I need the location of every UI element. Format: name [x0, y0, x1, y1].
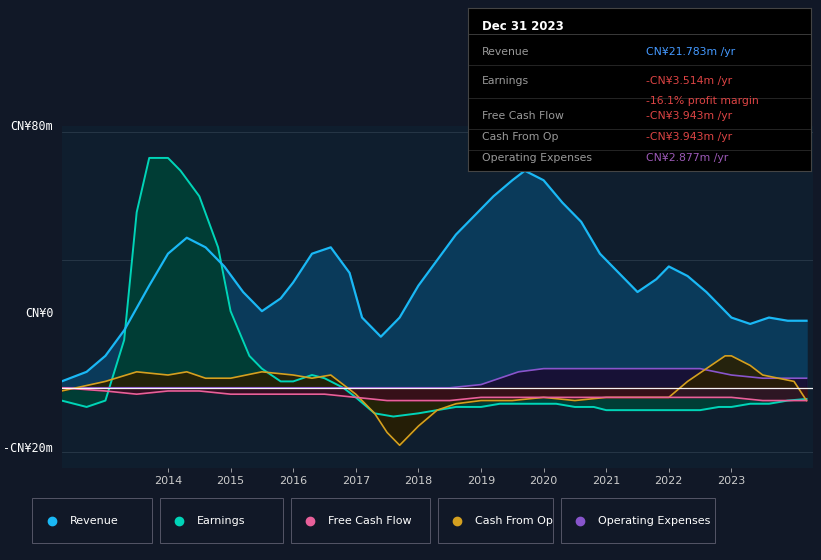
Text: CN¥0: CN¥0 — [25, 307, 53, 320]
Text: -CN¥20m: -CN¥20m — [3, 441, 53, 455]
Text: CN¥80m: CN¥80m — [11, 119, 53, 133]
Bar — [438, 498, 553, 543]
Text: -CN¥3.514m /yr: -CN¥3.514m /yr — [646, 77, 732, 86]
Text: Earnings: Earnings — [482, 77, 529, 86]
Bar — [561, 498, 715, 543]
Text: CN¥2.877m /yr: CN¥2.877m /yr — [646, 153, 729, 163]
Text: Cash From Op: Cash From Op — [482, 132, 558, 142]
Text: CN¥21.783m /yr: CN¥21.783m /yr — [646, 47, 736, 57]
Text: Dec 31 2023: Dec 31 2023 — [482, 20, 563, 33]
Text: Operating Expenses: Operating Expenses — [482, 153, 592, 163]
Bar — [291, 498, 430, 543]
Text: Free Cash Flow: Free Cash Flow — [328, 516, 411, 526]
Text: Operating Expenses: Operating Expenses — [598, 516, 710, 526]
Text: Revenue: Revenue — [70, 516, 118, 526]
Bar — [32, 498, 152, 543]
Text: -16.1% profit margin: -16.1% profit margin — [646, 96, 759, 106]
Bar — [159, 498, 283, 543]
Text: -CN¥3.943m /yr: -CN¥3.943m /yr — [646, 132, 732, 142]
Text: -CN¥3.943m /yr: -CN¥3.943m /yr — [646, 110, 732, 120]
Text: Earnings: Earnings — [197, 516, 245, 526]
Text: Cash From Op: Cash From Op — [475, 516, 553, 526]
Text: Free Cash Flow: Free Cash Flow — [482, 110, 563, 120]
Text: Revenue: Revenue — [482, 47, 530, 57]
